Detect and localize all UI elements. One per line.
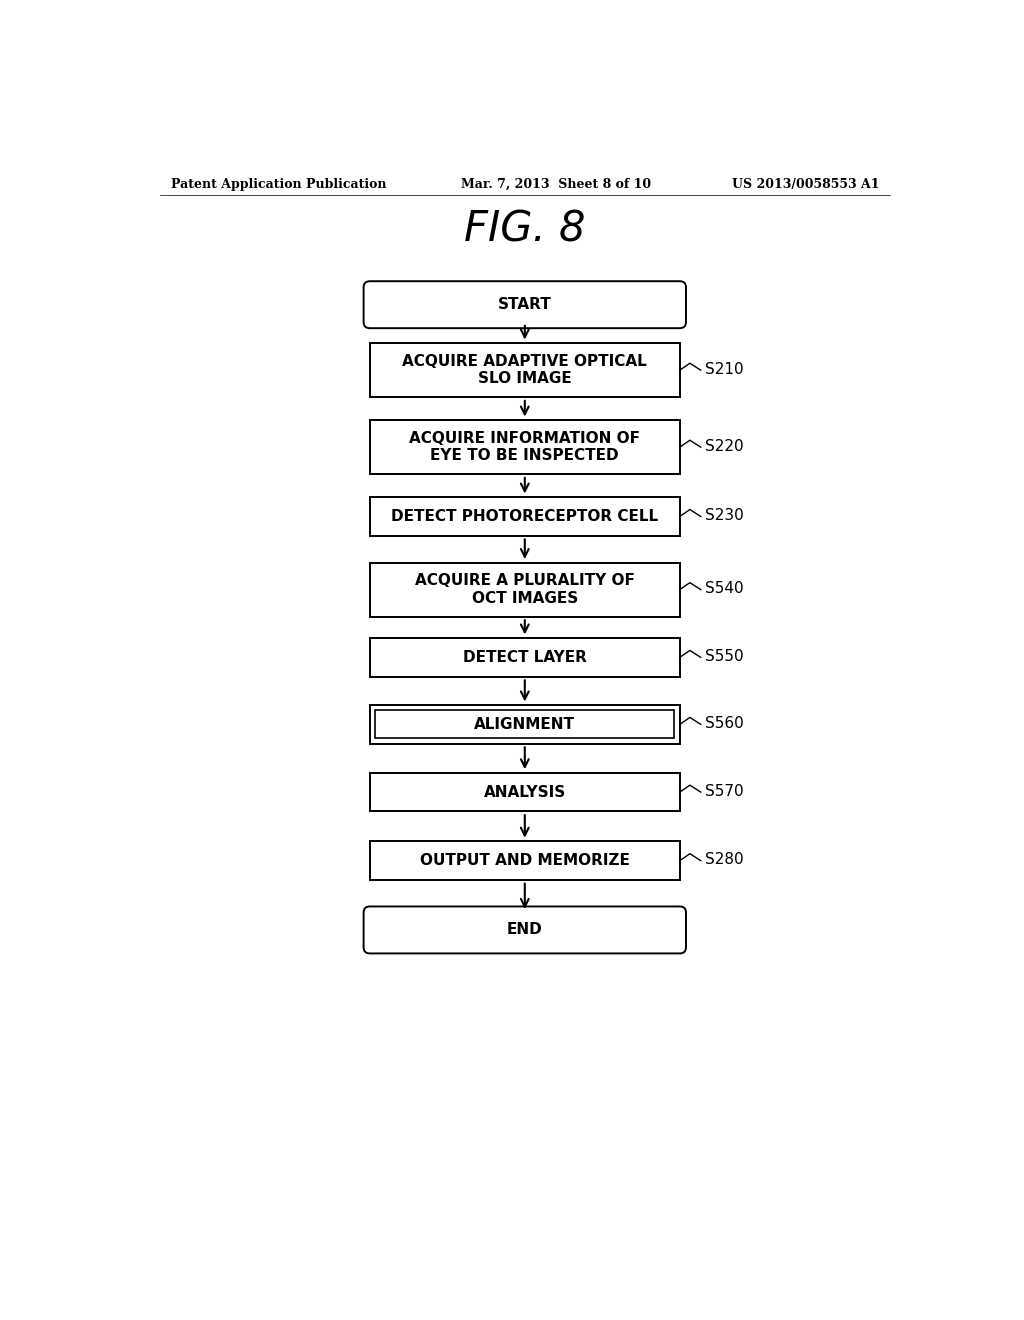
Text: DETECT PHOTORECEPTOR CELL: DETECT PHOTORECEPTOR CELL — [391, 510, 658, 524]
Text: ACQUIRE INFORMATION OF
EYE TO BE INSPECTED: ACQUIRE INFORMATION OF EYE TO BE INSPECT… — [410, 430, 640, 463]
Text: S550: S550 — [706, 649, 744, 664]
Text: Mar. 7, 2013  Sheet 8 of 10: Mar. 7, 2013 Sheet 8 of 10 — [461, 178, 651, 190]
Text: OUTPUT AND MEMORIZE: OUTPUT AND MEMORIZE — [420, 853, 630, 869]
Text: S540: S540 — [706, 581, 744, 597]
Bar — [370, 841, 680, 880]
Bar — [370, 562, 680, 616]
Bar — [370, 638, 680, 677]
Text: S560: S560 — [706, 715, 744, 731]
Text: US 2013/0058553 A1: US 2013/0058553 A1 — [732, 178, 880, 190]
Bar — [370, 343, 680, 397]
Bar — [370, 498, 680, 536]
Bar — [370, 774, 680, 812]
Text: ANALYSIS: ANALYSIS — [483, 784, 566, 800]
Text: S210: S210 — [706, 362, 744, 378]
Text: FIG. 8: FIG. 8 — [464, 209, 586, 251]
Bar — [375, 710, 675, 738]
FancyBboxPatch shape — [364, 907, 686, 953]
Text: S280: S280 — [706, 853, 744, 867]
Text: S220: S220 — [706, 438, 744, 454]
FancyBboxPatch shape — [364, 281, 686, 329]
Text: DETECT LAYER: DETECT LAYER — [463, 649, 587, 665]
Bar — [370, 705, 680, 743]
Text: ACQUIRE ADAPTIVE OPTICAL
SLO IMAGE: ACQUIRE ADAPTIVE OPTICAL SLO IMAGE — [402, 354, 647, 387]
Text: ACQUIRE A PLURALITY OF
OCT IMAGES: ACQUIRE A PLURALITY OF OCT IMAGES — [415, 573, 635, 606]
Text: S230: S230 — [706, 508, 744, 523]
Text: S570: S570 — [706, 784, 744, 799]
Bar — [370, 420, 680, 474]
Text: START: START — [498, 297, 552, 313]
Text: Patent Application Publication: Patent Application Publication — [171, 178, 386, 190]
Text: END: END — [507, 923, 543, 937]
Text: ALIGNMENT: ALIGNMENT — [474, 717, 575, 731]
